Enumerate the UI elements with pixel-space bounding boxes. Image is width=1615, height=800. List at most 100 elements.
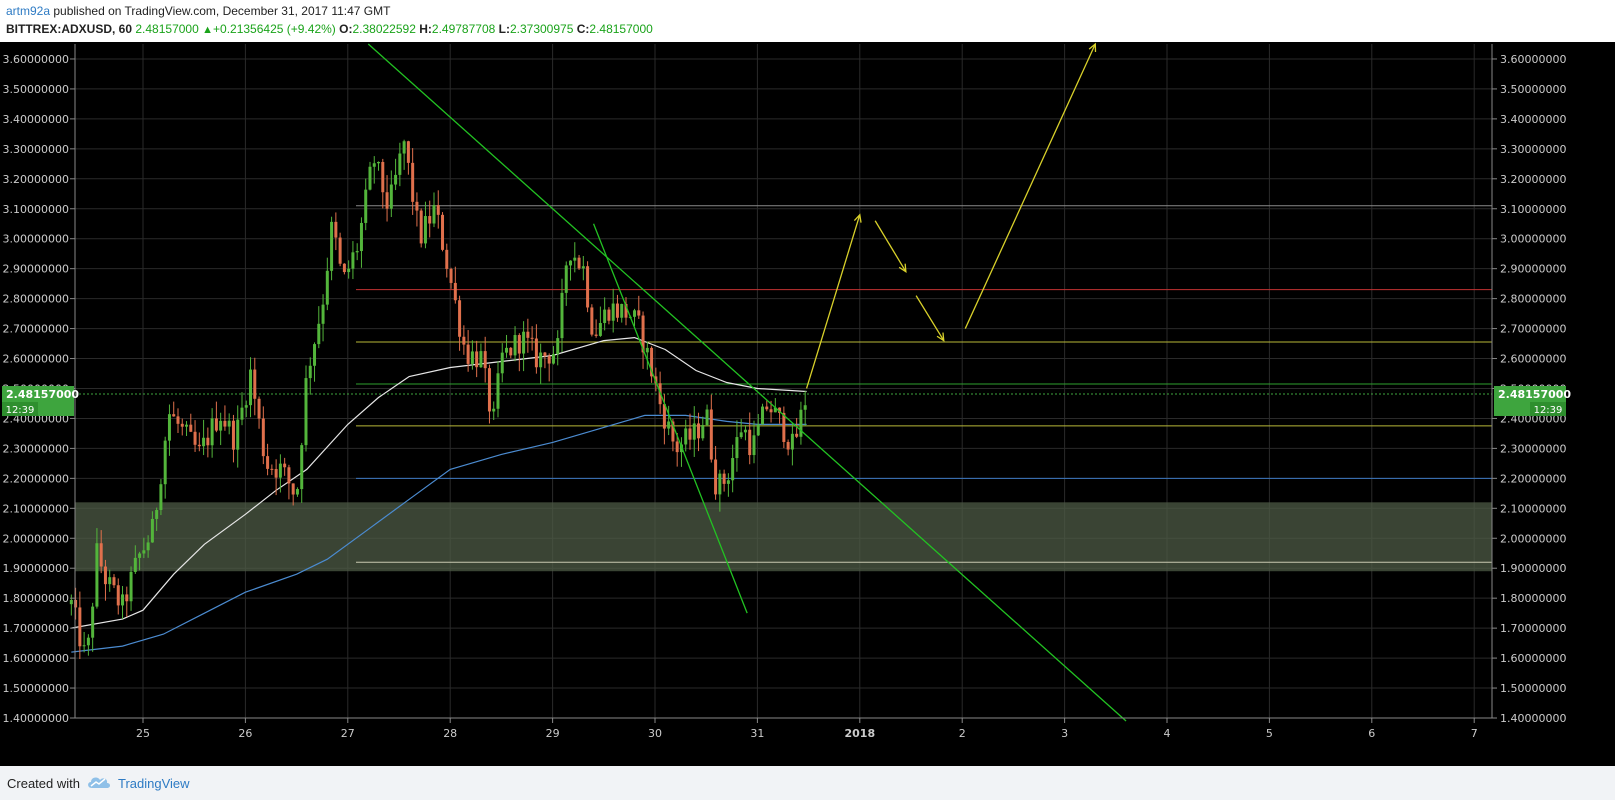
price-chart[interactable]: 1.40000000 1.40000000 1.50000000 1.50000000…: [0, 42, 1615, 766]
candle-body: [675, 441, 679, 453]
countdown-box-left: [2, 402, 38, 417]
candle-body: [219, 420, 223, 431]
candle-body: [509, 347, 513, 356]
y-tick-label-right: 3.60000000: [1500, 53, 1566, 66]
y-tick-label-left: 2.00000000: [3, 532, 69, 545]
candle-body: [202, 437, 206, 447]
last-price: 2.48157000: [135, 22, 199, 36]
candle-body: [782, 412, 786, 442]
candle-body: [270, 468, 274, 470]
horizontal-levels: [75, 205, 1492, 563]
candle-body: [645, 347, 649, 353]
candle-body: [189, 424, 193, 432]
high-value: 2.49787708: [431, 22, 496, 36]
candle-body: [138, 553, 142, 558]
candle-body: [257, 398, 261, 419]
candle-body: [82, 645, 86, 647]
candle-body: [325, 270, 329, 305]
candle-body: [539, 352, 543, 368]
candle-body: [615, 303, 619, 318]
candle-body: [244, 405, 248, 408]
candle-body: [112, 577, 116, 586]
candle-body: [103, 566, 107, 585]
candle-body: [701, 425, 705, 439]
candle-body: [330, 221, 334, 271]
candle-body: [287, 467, 291, 484]
candle-body: [163, 440, 167, 485]
candle-body: [411, 162, 415, 202]
created-with-text: Created with: [7, 776, 80, 791]
grid: [75, 44, 1492, 719]
candle-body: [551, 354, 555, 364]
y-tick-label-right: 2.90000000: [1500, 263, 1566, 276]
tradingview-brand[interactable]: TradingView: [118, 776, 190, 791]
candle-body: [394, 174, 398, 185]
x-tick-label: 25: [136, 727, 150, 740]
chart-area[interactable]: 1.40000000 1.40000000 1.50000000 1.50000000…: [0, 42, 1615, 766]
low-value: 2.37300975: [509, 22, 574, 36]
candle-body: [419, 210, 423, 244]
candle-body: [705, 409, 709, 426]
candle-body: [790, 433, 794, 450]
candle-body: [278, 463, 282, 478]
x-tick-label: 30: [648, 727, 662, 740]
candle-body: [249, 369, 253, 406]
candle-body: [291, 483, 295, 495]
candle-body: [342, 263, 346, 273]
candle-body: [662, 404, 666, 429]
candle-body: [611, 303, 615, 321]
candle-body: [78, 607, 82, 647]
y-tick-label-right: 3.40000000: [1500, 113, 1566, 126]
candle-body: [206, 437, 210, 446]
y-tick-label-left: 3.30000000: [3, 143, 69, 156]
candle-body: [176, 416, 180, 424]
y-tick-label-left: 2.80000000: [3, 293, 69, 306]
candle-body: [99, 543, 103, 567]
candle-body: [786, 441, 790, 450]
candle-body: [227, 420, 231, 427]
candle-body: [116, 585, 120, 606]
candle-body: [172, 414, 176, 417]
candle-body: [513, 335, 517, 356]
candle-body: [372, 163, 376, 167]
y-tick-label-left: 2.90000000: [3, 263, 69, 276]
candle-body: [389, 184, 393, 209]
y-tick-label-left: 2.60000000: [3, 353, 69, 366]
x-tick-label: 4: [1164, 727, 1171, 740]
candle-body: [479, 351, 483, 368]
y-tick-label-right: 1.80000000: [1500, 592, 1566, 605]
y-tick-label-left: 1.90000000: [3, 562, 69, 575]
candle-body: [496, 373, 500, 409]
close-key: C:: [576, 22, 590, 36]
candle-body: [462, 336, 466, 345]
countdown-label-right: 12:39: [1534, 405, 1563, 416]
candle-body: [624, 303, 628, 318]
y-tick-label-right: 1.70000000: [1500, 622, 1566, 635]
candle-body: [441, 214, 445, 250]
candle-body: [633, 310, 637, 317]
arrow-head: [853, 213, 862, 223]
close-value: 2.48157000: [589, 22, 653, 36]
candles: [69, 139, 807, 659]
candle-body: [492, 408, 496, 412]
candle-body: [765, 406, 769, 410]
projection-arrow: [964, 43, 1096, 329]
candle-body: [428, 216, 432, 224]
y-tick-label-right: 2.70000000: [1500, 323, 1566, 336]
candle-body: [377, 161, 381, 164]
candle-body: [692, 423, 696, 440]
x-tick-label: 2: [959, 727, 966, 740]
author-link[interactable]: artm92a: [6, 4, 51, 18]
price-tag-value-left: 2.48157000: [6, 388, 79, 401]
candle-body: [598, 323, 602, 336]
y-tick-label-left: 2.20000000: [3, 472, 69, 485]
candle-body: [223, 420, 227, 427]
candle-body: [590, 307, 594, 335]
candle-body: [517, 335, 521, 354]
candle-body: [295, 489, 299, 495]
projection-arrow: [874, 220, 907, 272]
candle-body: [756, 424, 760, 436]
arrow-head: [898, 263, 907, 273]
candle-body: [466, 344, 470, 364]
candle-body: [253, 369, 257, 399]
